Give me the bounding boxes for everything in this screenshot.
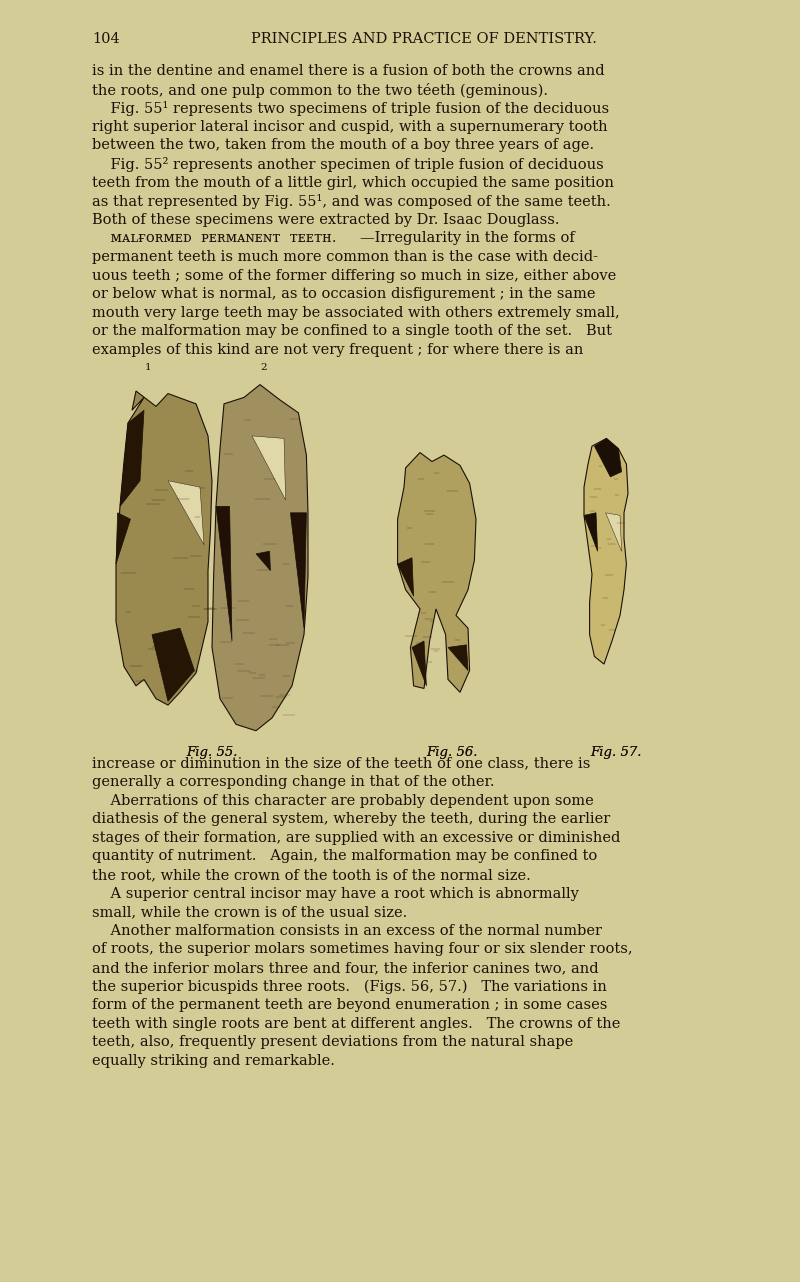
PathPatch shape bbox=[116, 513, 130, 564]
Text: the root, while the crown of the tooth is of the normal size.: the root, while the crown of the tooth i… bbox=[92, 868, 530, 882]
Text: as that represented by Fig. 55¹, and was composed of the same teeth.: as that represented by Fig. 55¹, and was… bbox=[92, 195, 610, 209]
Text: Fig. 56.: Fig. 56. bbox=[426, 746, 478, 759]
Text: Fig. 57.: Fig. 57. bbox=[590, 746, 642, 759]
Text: or below what is normal, as to occasion disfigurement ; in the same: or below what is normal, as to occasion … bbox=[92, 287, 595, 301]
Text: Fig. 55² represents another specimen of triple fusion of deciduous: Fig. 55² represents another specimen of … bbox=[92, 158, 604, 172]
PathPatch shape bbox=[168, 481, 204, 545]
Text: teeth with single roots are bent at different angles.   The crowns of the: teeth with single roots are bent at diff… bbox=[92, 1017, 620, 1031]
PathPatch shape bbox=[290, 513, 306, 628]
Text: uous teeth ; some of the former differing so much in size, either above: uous teeth ; some of the former differin… bbox=[92, 269, 616, 282]
PathPatch shape bbox=[448, 645, 468, 670]
Text: Fig. 57.: Fig. 57. bbox=[590, 746, 642, 759]
Text: stages of their formation, are supplied with an excessive or diminished: stages of their formation, are supplied … bbox=[92, 831, 620, 845]
PathPatch shape bbox=[594, 438, 622, 477]
Text: 1: 1 bbox=[145, 363, 151, 372]
Text: quantity of nutriment.   Again, the malformation may be confined to: quantity of nutriment. Again, the malfor… bbox=[92, 850, 598, 863]
Text: Both of these specimens were extracted by Dr. Isaac Douglass.: Both of these specimens were extracted b… bbox=[92, 213, 559, 227]
Text: —Irregularity in the forms of: —Irregularity in the forms of bbox=[360, 232, 574, 245]
PathPatch shape bbox=[584, 438, 628, 664]
Text: small, while the crown is of the usual size.: small, while the crown is of the usual s… bbox=[92, 905, 407, 919]
Text: teeth from the mouth of a little girl, which occupied the same position: teeth from the mouth of a little girl, w… bbox=[92, 176, 614, 190]
Text: A superior central incisor may have a root which is abnormally: A superior central incisor may have a ro… bbox=[92, 887, 579, 900]
Text: ᴍᴀʟғᴏʀᴍᴇᴅ  ᴘᴇʀᴍᴀɴᴇɴᴛ  ᴛᴇᴇᴛʜ.: ᴍᴀʟғᴏʀᴍᴇᴅ ᴘᴇʀᴍᴀɴᴇɴᴛ ᴛᴇᴇᴛʜ. bbox=[92, 232, 337, 245]
PathPatch shape bbox=[212, 385, 308, 731]
PathPatch shape bbox=[398, 558, 414, 596]
Text: equally striking and remarkable.: equally striking and remarkable. bbox=[92, 1054, 335, 1068]
PathPatch shape bbox=[412, 641, 426, 686]
Text: teeth, also, frequently present deviations from the natural shape: teeth, also, frequently present deviatio… bbox=[92, 1036, 574, 1049]
Text: and the inferior molars three and four, the inferior canines two, and: and the inferior molars three and four, … bbox=[92, 962, 598, 974]
Text: Another malformation consists in an excess of the normal number: Another malformation consists in an exce… bbox=[92, 924, 602, 937]
Text: permanent teeth is much more common than is the case with decid-: permanent teeth is much more common than… bbox=[92, 250, 598, 264]
Text: increase or diminution in the size of the teeth of one class, there is: increase or diminution in the size of th… bbox=[92, 756, 590, 770]
Text: Fig. 55¹ represents two specimens of triple fusion of the deciduous: Fig. 55¹ represents two specimens of tri… bbox=[92, 101, 609, 117]
Text: of roots, the superior molars sometimes having four or six slender roots,: of roots, the superior molars sometimes … bbox=[92, 942, 633, 956]
PathPatch shape bbox=[606, 513, 622, 551]
PathPatch shape bbox=[120, 410, 144, 506]
Text: Fig. 56.: Fig. 56. bbox=[426, 746, 478, 759]
Text: mouth very large teeth may be associated with others extremely small,: mouth very large teeth may be associated… bbox=[92, 306, 620, 319]
Text: or the malformation may be confined to a single tooth of the set.   But: or the malformation may be confined to a… bbox=[92, 324, 612, 338]
PathPatch shape bbox=[256, 551, 270, 570]
Text: 104: 104 bbox=[92, 32, 120, 46]
Text: form of the permanent teeth are beyond enumeration ; in some cases: form of the permanent teeth are beyond e… bbox=[92, 999, 607, 1011]
PathPatch shape bbox=[584, 513, 598, 551]
Text: 2: 2 bbox=[261, 363, 267, 372]
Text: Fig. 55.: Fig. 55. bbox=[186, 746, 238, 759]
Text: the superior bicuspids three roots.   (Figs. 56, 57.)   The variations in: the superior bicuspids three roots. (Fig… bbox=[92, 979, 607, 994]
Text: right superior lateral incisor and cuspid, with a supernumerary tooth: right superior lateral incisor and cuspi… bbox=[92, 121, 608, 133]
PathPatch shape bbox=[152, 628, 194, 701]
Text: between the two, taken from the mouth of a boy three years of age.: between the two, taken from the mouth of… bbox=[92, 138, 594, 153]
Text: Aberrations of this character are probably dependent upon some: Aberrations of this character are probab… bbox=[92, 794, 594, 808]
Text: generally a corresponding change in that of the other.: generally a corresponding change in that… bbox=[92, 774, 494, 788]
PathPatch shape bbox=[398, 453, 476, 692]
Text: Fig. 55.: Fig. 55. bbox=[186, 746, 238, 759]
Text: examples of this kind are not very frequent ; for where there is an: examples of this kind are not very frequ… bbox=[92, 344, 583, 356]
Text: is in the dentine and enamel there is a fusion of both the crowns and: is in the dentine and enamel there is a … bbox=[92, 64, 605, 78]
PathPatch shape bbox=[116, 391, 212, 705]
Text: diathesis of the general system, whereby the teeth, during the earlier: diathesis of the general system, whereby… bbox=[92, 813, 610, 826]
Text: the roots, and one pulp common to the two téeth (geminous).: the roots, and one pulp common to the tw… bbox=[92, 83, 548, 97]
PathPatch shape bbox=[216, 506, 232, 641]
Text: PRINCIPLES AND PRACTICE OF DENTISTRY.: PRINCIPLES AND PRACTICE OF DENTISTRY. bbox=[251, 32, 597, 46]
PathPatch shape bbox=[252, 436, 286, 500]
